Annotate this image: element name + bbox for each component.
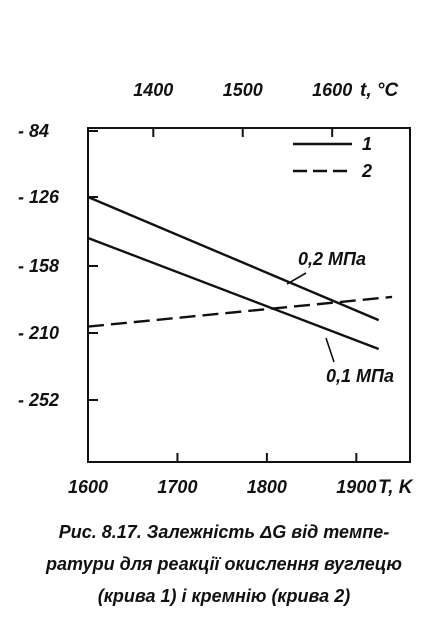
caption-line-3: (крива 1) і кремнію (крива 2) (97, 586, 351, 606)
annotation-leader-0-1 (325, 337, 335, 363)
x-bottom-tick-label-0: 1600 (68, 477, 108, 497)
ticks: 1600 1700 1800 1900 T, K 1400 1500 1600 t, °C - 8… (18, 80, 414, 498)
axes-frame (87, 127, 411, 463)
legend: 12 (293, 134, 372, 181)
annotation-pressure-0-2: 0,2 МПа (298, 249, 366, 269)
x-top-tick-label-1: 1500 (223, 80, 263, 100)
legend-label-1: 1 (362, 134, 372, 154)
y-tick-label-4: - 252 (18, 390, 59, 410)
legend-label-2: 2 (361, 161, 372, 181)
x-top-tick-label-2: 1600 (312, 80, 352, 100)
y-tick-label-1: - 126 (18, 187, 60, 207)
y-tick-label-0: - 84 (18, 121, 49, 141)
annotation-leader-0-2 (286, 272, 307, 285)
y-tick-label-3: - 210 (18, 323, 59, 343)
x-bottom-tick-label-3: 1900 (336, 477, 376, 497)
series-line-1 (87, 195, 380, 322)
series-line-2 (87, 236, 380, 351)
x-top-tick-label-0: 1400 (133, 80, 173, 100)
x-top-axis-label: t, °C (360, 80, 398, 101)
caption-line-2: ратури для реакції окислення вуглецю (46, 554, 402, 574)
x-bottom-tick-label-2: 1800 (247, 477, 287, 497)
y-tick-label-2: - 158 (18, 256, 59, 276)
plot-frame (87, 127, 411, 463)
figure-caption: Рис. 8.17. Залежність ΔG від темпе- рату… (18, 516, 430, 612)
x-bottom-tick-label-1: 1700 (157, 477, 197, 497)
chart: 1600 1700 1800 1900 T, K 1400 1500 1600 t, °C - 8… (18, 80, 414, 498)
x-bottom-axis-label: T, K (378, 477, 414, 498)
annotations: 0,2 МПа 0,1 МПа (286, 249, 394, 386)
annotation-pressure-0-1: 0,1 МПа (326, 366, 394, 386)
caption-line-1: Рис. 8.17. Залежність ΔG від темпе- (58, 522, 390, 542)
series (87, 195, 393, 351)
series-line-3 (87, 295, 393, 328)
